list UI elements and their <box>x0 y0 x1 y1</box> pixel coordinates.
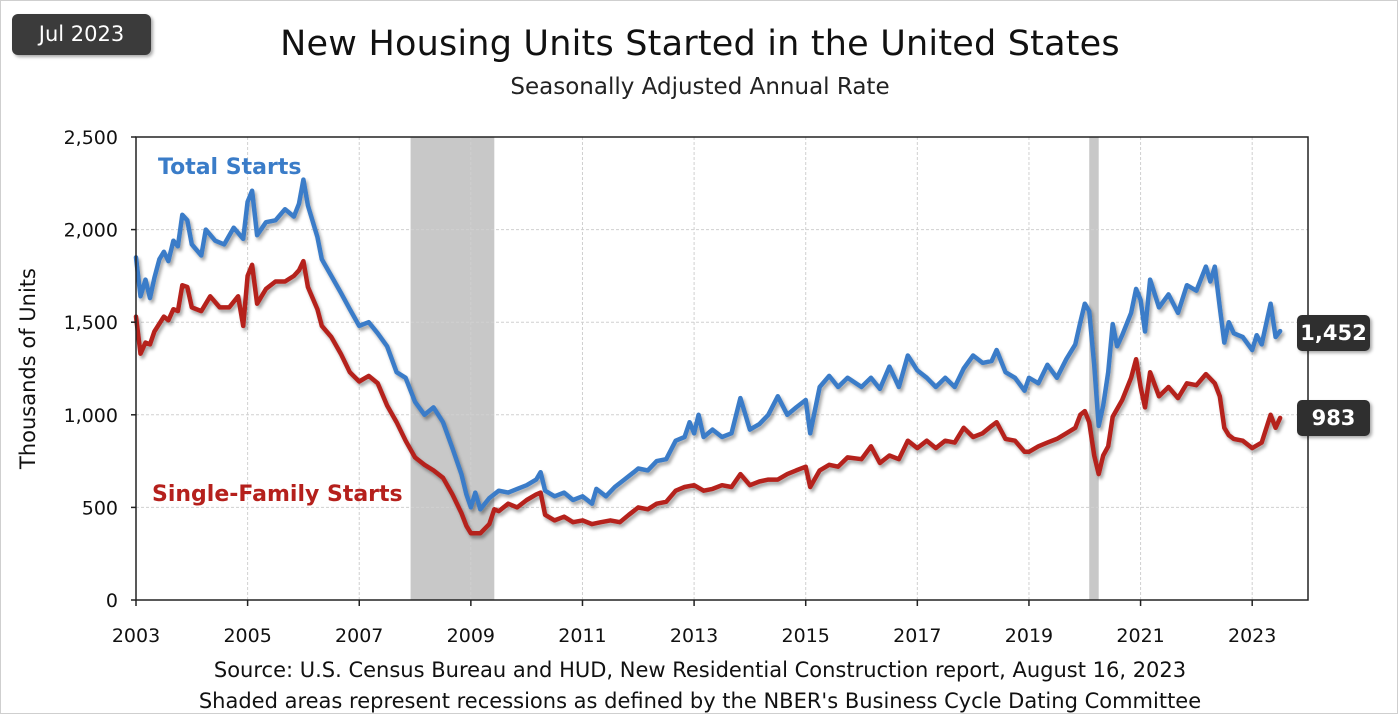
y-tick-label: 0 <box>106 590 118 612</box>
y-tick-label: 500 <box>82 497 118 519</box>
source-note: Source: U.S. Census Bureau and HUD, New … <box>213 658 1187 682</box>
chart-title: New Housing Units Started in the United … <box>280 24 1120 64</box>
legend-single-family-starts: Single-Family Starts <box>152 482 403 507</box>
x-tick-label: 2013 <box>670 625 718 647</box>
recession-note: Shaded areas represent recessions as def… <box>198 689 1202 713</box>
y-tick-label: 1,000 <box>64 405 118 427</box>
single-family-starts-line <box>133 258 1283 536</box>
y-tick-label: 2,500 <box>64 127 118 149</box>
x-tick-label: 2015 <box>782 625 830 647</box>
plot-border <box>135 136 1309 601</box>
legend-total-starts: Total Starts <box>158 155 301 180</box>
single-family-end-label: 983 <box>1297 400 1370 436</box>
x-tick-label: 2011 <box>558 625 606 647</box>
x-tick-label: 2017 <box>893 625 941 647</box>
date-badge: Jul 2023 <box>12 14 151 55</box>
total-starts-line <box>133 177 1283 512</box>
x-tick-label: 2005 <box>223 625 271 647</box>
y-tick-label: 2,000 <box>64 220 118 242</box>
x-tick-label: 2021 <box>1116 625 1164 647</box>
chart-subtitle: Seasonally Adjusted Annual Rate <box>510 74 890 100</box>
y-tick-label: 1,500 <box>64 312 118 334</box>
total-starts-end-label: 1,452 <box>1297 315 1370 351</box>
x-tick-label: 2019 <box>1005 625 1053 647</box>
x-tick-label: 2003 <box>112 625 160 647</box>
recession-band <box>410 137 495 600</box>
y-axis-label: Thousands of Units <box>16 268 40 470</box>
plot-area <box>136 137 1308 600</box>
x-tick-label: 2009 <box>447 625 495 647</box>
x-tick-label: 2007 <box>335 625 383 647</box>
x-tick-label: 2023 <box>1228 625 1276 647</box>
